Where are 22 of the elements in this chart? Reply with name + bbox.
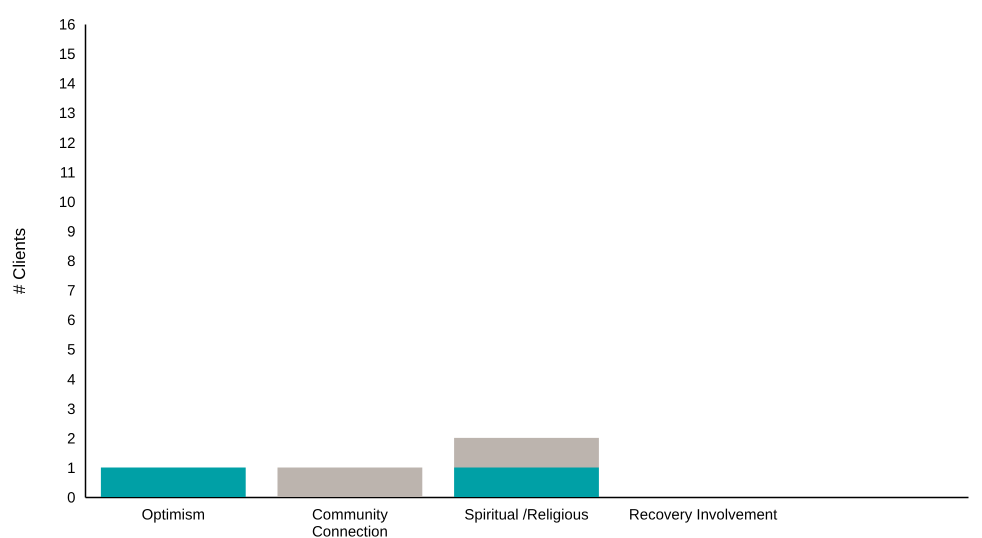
y-tick-label: 10	[58, 194, 76, 211]
y-tick-label: 12	[58, 134, 76, 152]
y-tick-label: 15	[58, 46, 76, 64]
y-tick-label: 13	[58, 105, 76, 122]
y-tick-label: 5	[67, 342, 76, 359]
y-tick-label: 0	[67, 490, 76, 506]
y-tick-label: 3	[67, 400, 76, 418]
y-tick-label: 1	[67, 460, 76, 477]
x-tick-label: Recovery Involvement	[628, 506, 778, 524]
y-tick-label: 11	[60, 164, 76, 182]
x-tick-label: Optimism	[142, 506, 205, 524]
x-tick-label: Spiritual /Religious	[464, 506, 589, 524]
y-tick-label: 7	[67, 282, 76, 300]
y-tick-label: 16	[58, 16, 76, 34]
y-axis-title: # Clients	[10, 228, 29, 294]
y-tick-label: 6	[67, 312, 76, 330]
y-tick-label: 14	[58, 76, 76, 93]
x-tick-label: Community Connection	[312, 506, 388, 538]
y-tick-label: 2	[67, 430, 76, 448]
y-tick-label: 9	[67, 223, 76, 240]
y-tick-label: 8	[67, 253, 76, 270]
y-tick-label: 4	[67, 371, 76, 388]
